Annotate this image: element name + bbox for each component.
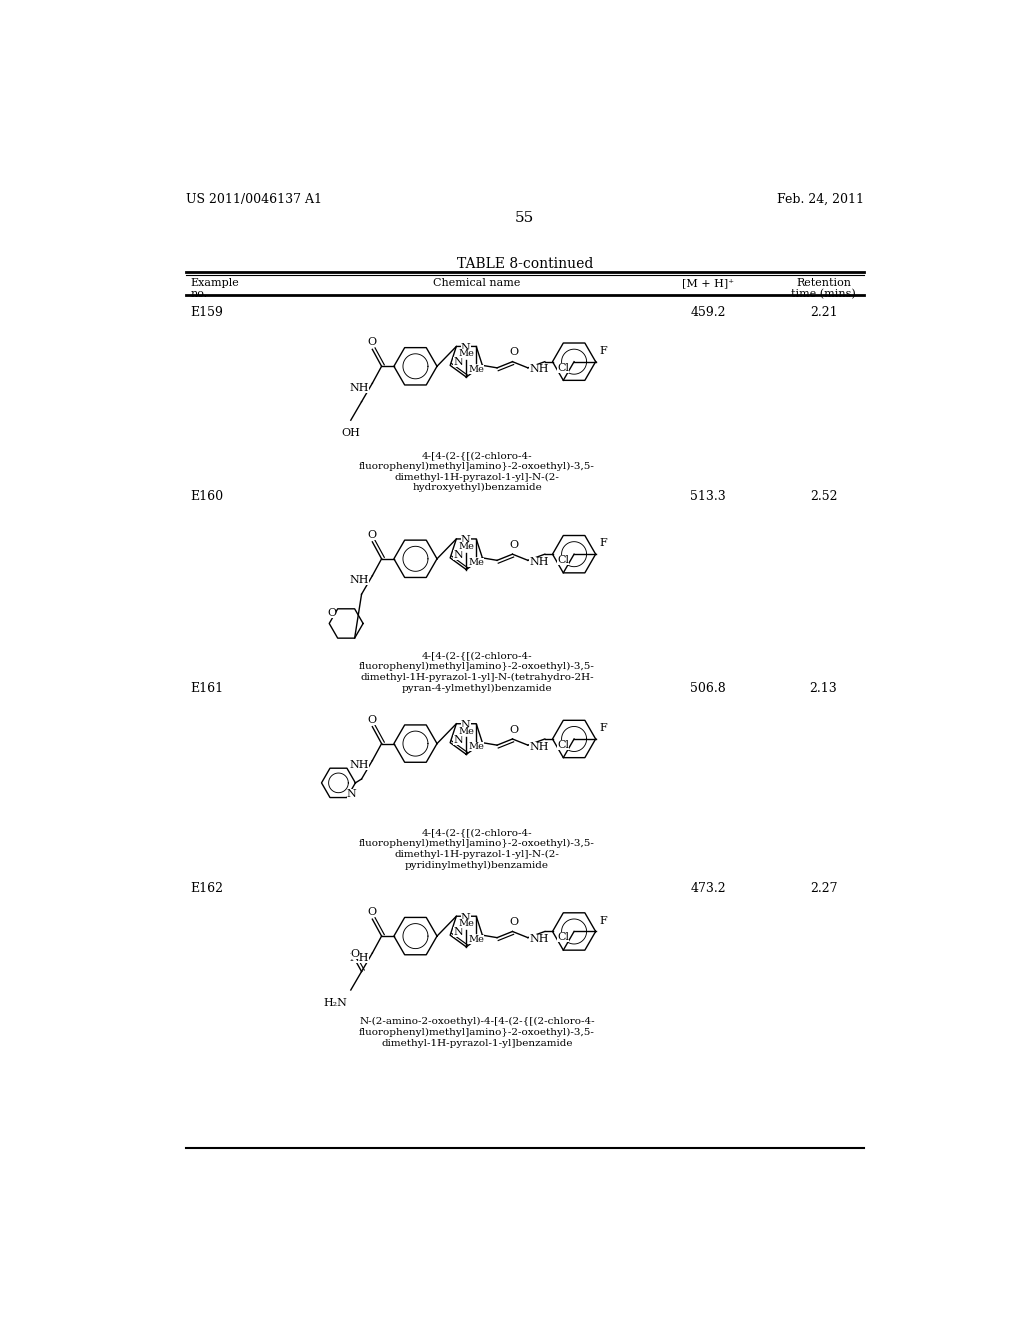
Text: O: O [368,338,377,347]
Text: N: N [454,550,463,560]
Text: OH: OH [341,428,360,438]
Text: NH: NH [350,576,370,585]
Text: F: F [599,346,606,356]
Text: dimethyl-1H-pyrazol-1-yl]-N-(2-: dimethyl-1H-pyrazol-1-yl]-N-(2- [394,850,559,859]
Text: 459.2: 459.2 [690,306,726,319]
Text: F: F [599,916,606,925]
Text: O: O [368,714,377,725]
Text: pyridinylmethyl)benzamide: pyridinylmethyl)benzamide [406,861,549,870]
Text: fluorophenyl)methyl]amino}-2-oxoethyl)-3,5-: fluorophenyl)methyl]amino}-2-oxoethyl)-3… [359,1028,595,1036]
Text: 55: 55 [515,211,535,224]
Text: 4-[4-(2-{[(2-chloro-4-: 4-[4-(2-{[(2-chloro-4- [422,829,532,837]
Text: O: O [510,725,518,735]
Text: 4-[4-(2-{[(2-chloro-4-: 4-[4-(2-{[(2-chloro-4- [422,651,532,660]
Text: hydroxyethyl)benzamide: hydroxyethyl)benzamide [413,483,542,492]
Text: 2.13: 2.13 [810,682,838,696]
Text: E160: E160 [190,490,224,503]
Text: Me: Me [459,350,474,359]
Text: Retention
time (mins): Retention time (mins) [792,277,856,300]
Text: F: F [599,723,606,733]
Text: dimethyl-1H-pyrazol-1-yl]benzamide: dimethyl-1H-pyrazol-1-yl]benzamide [381,1039,572,1048]
Text: NH: NH [350,760,370,770]
Text: dimethyl-1H-pyrazol-1-yl]-N-(tetrahydro-2H-: dimethyl-1H-pyrazol-1-yl]-N-(tetrahydro-… [360,673,594,682]
Text: Me: Me [468,935,484,944]
Text: 2.21: 2.21 [810,306,838,319]
Text: O: O [351,949,360,960]
Text: O: O [510,540,518,550]
Text: Cl: Cl [557,363,569,372]
Text: fluorophenyl)methyl]amino}-2-oxoethyl)-3,5-: fluorophenyl)methyl]amino}-2-oxoethyl)-3… [359,840,595,849]
Text: Cl: Cl [557,741,569,750]
Text: NH: NH [529,364,549,375]
Text: fluorophenyl)methyl]amino}-2-oxoethyl)-3,5-: fluorophenyl)methyl]amino}-2-oxoethyl)-3… [359,663,595,671]
Text: Chemical name: Chemical name [433,277,521,288]
Text: O: O [368,907,377,917]
Text: NH: NH [529,557,549,566]
Text: dimethyl-1H-pyrazol-1-yl]-N-(2-: dimethyl-1H-pyrazol-1-yl]-N-(2- [394,473,559,482]
Text: 2.27: 2.27 [810,882,838,895]
Text: O: O [510,917,518,927]
Text: N: N [347,789,356,800]
Text: N: N [461,912,471,923]
Text: 4-[4-(2-{[(2-chloro-4-: 4-[4-(2-{[(2-chloro-4- [422,451,532,459]
Text: Me: Me [459,919,474,928]
Text: NH: NH [529,935,549,944]
Text: E159: E159 [190,306,223,319]
Text: N: N [461,536,471,545]
Text: E161: E161 [190,682,224,696]
Text: pyran-4-ylmethyl)benzamide: pyran-4-ylmethyl)benzamide [401,684,552,693]
Text: Me: Me [468,557,484,566]
Text: E162: E162 [190,882,223,895]
Text: 473.2: 473.2 [690,882,726,895]
Text: Feb. 24, 2011: Feb. 24, 2011 [776,193,863,206]
Text: H₂N: H₂N [324,998,348,1007]
Text: N: N [461,343,471,352]
Text: 2.52: 2.52 [810,490,838,503]
Text: Cl: Cl [557,556,569,565]
Text: Me: Me [468,742,484,751]
Text: N: N [461,721,471,730]
Text: O: O [510,347,518,358]
Text: O: O [368,529,377,540]
Text: 513.3: 513.3 [690,490,726,503]
Text: N: N [454,358,463,367]
Text: N-(2-amino-2-oxoethyl)-4-[4-(2-{[(2-chloro-4-: N-(2-amino-2-oxoethyl)-4-[4-(2-{[(2-chlo… [359,1016,595,1026]
Text: Me: Me [459,727,474,735]
Text: N: N [454,927,463,937]
Text: NH: NH [529,742,549,751]
Text: Me: Me [468,366,484,374]
Text: F: F [599,539,606,548]
Text: TABLE 8-continued: TABLE 8-continued [457,257,593,271]
Text: US 2011/0046137 A1: US 2011/0046137 A1 [186,193,322,206]
Text: O: O [327,607,336,618]
Text: N: N [454,735,463,744]
Text: NH: NH [350,953,370,962]
Text: [M + H]⁺: [M + H]⁺ [682,277,734,288]
Text: Me: Me [459,543,474,550]
Text: Example
no.: Example no. [190,277,240,300]
Text: Cl: Cl [557,932,569,942]
Text: fluorophenyl)methyl]amino}-2-oxoethyl)-3,5-: fluorophenyl)methyl]amino}-2-oxoethyl)-3… [359,462,595,471]
Text: 506.8: 506.8 [690,682,726,696]
Text: NH: NH [350,383,370,393]
